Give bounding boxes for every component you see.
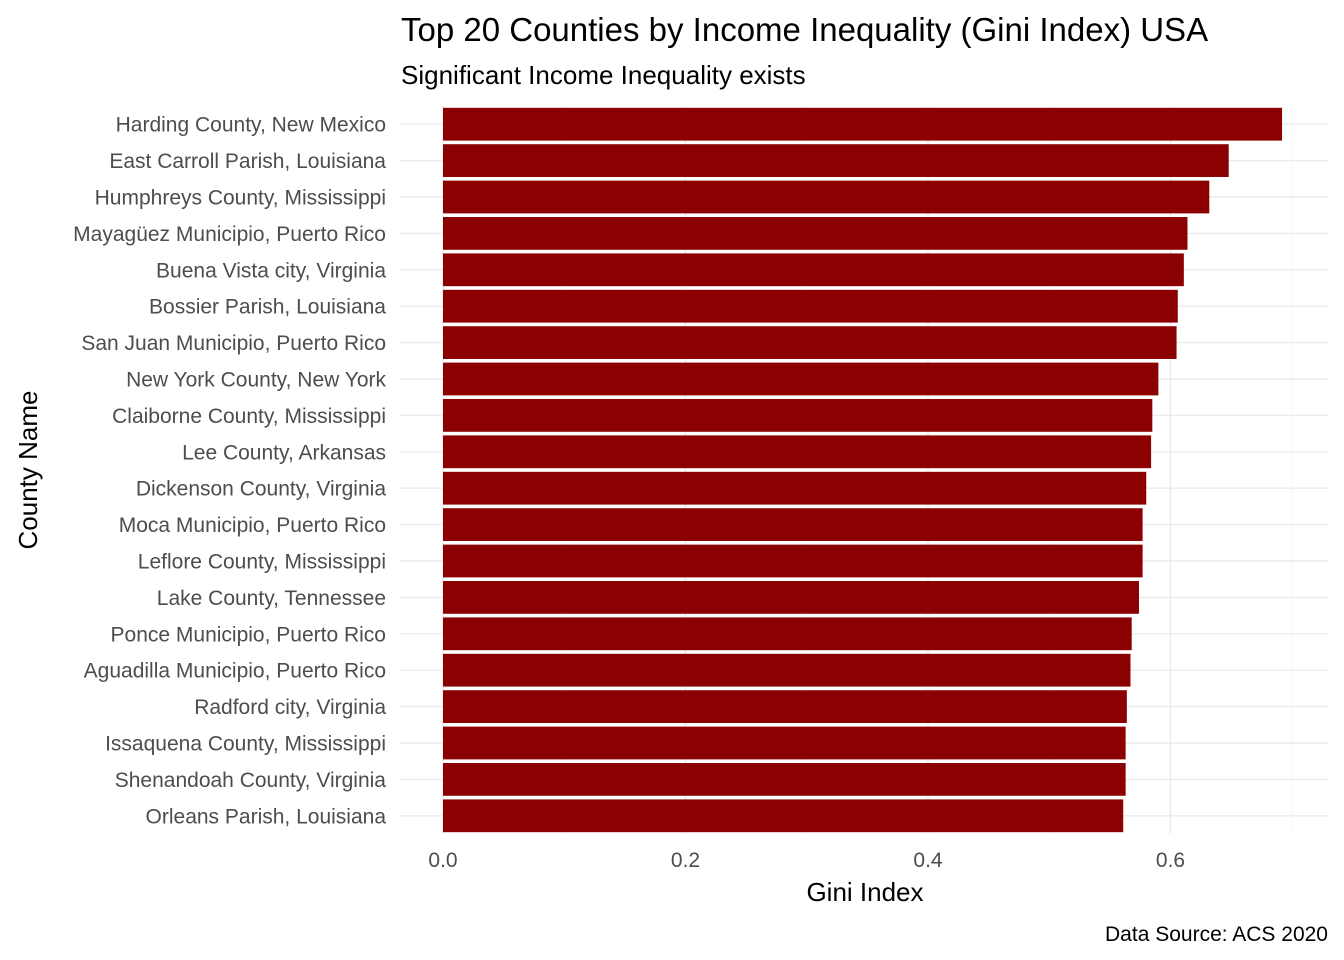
x-tick-label: 0.0	[428, 849, 457, 872]
y-tick-labels: Harding County, New Mexico East Carroll P…	[73, 114, 386, 829]
bar	[443, 617, 1132, 651]
bar	[443, 435, 1152, 469]
y-tick-label: Issaquena County, Mississippi	[105, 733, 386, 756]
bar	[443, 362, 1159, 396]
bar	[443, 763, 1126, 796]
bar	[443, 180, 1210, 214]
y-tick-label: Dickenson County, Virginia	[136, 478, 387, 501]
bar	[443, 544, 1143, 578]
bar	[443, 581, 1139, 614]
bar	[443, 508, 1143, 541]
y-tick-label: Lake County, Tennessee	[157, 587, 386, 610]
y-tick-label: Claiborne County, Mississippi	[112, 405, 386, 428]
y-tick-label: Harding County, New Mexico	[116, 114, 386, 137]
y-tick-label: East Carroll Parish, Louisiana	[109, 150, 386, 173]
bar	[443, 144, 1229, 177]
y-tick-label: Leflore County, Mississippi	[138, 551, 386, 574]
y-tick-label: Shenandoah County, Virginia	[115, 769, 387, 792]
bars	[443, 107, 1283, 833]
bar	[443, 690, 1127, 723]
x-axis-title: Gini Index	[806, 877, 923, 907]
bar	[443, 653, 1131, 687]
bar	[443, 326, 1177, 359]
bar	[443, 217, 1188, 250]
x-tick-label: 0.6	[1156, 849, 1185, 872]
chart-title: Top 20 Counties by Income Inequality (Gi…	[401, 11, 1208, 48]
x-tick-label: 0.2	[671, 849, 700, 872]
x-tick-labels: 0.0 0.2 0.4 0.6	[428, 849, 1185, 872]
y-tick-label: New York County, New York	[126, 369, 386, 392]
bar	[443, 726, 1126, 760]
y-tick-label: Lee County, Arkansas	[182, 441, 386, 464]
y-tick-label: Moca Municipio, Puerto Rico	[119, 514, 386, 537]
bar	[443, 289, 1178, 323]
chart-subtitle: Significant Income Inequality exists	[401, 60, 806, 90]
y-tick-label: Bossier Parish, Louisiana	[149, 296, 386, 319]
grid-lines	[400, 106, 1328, 834]
bar	[443, 107, 1283, 141]
x-tick-label: 0.4	[913, 849, 943, 872]
bar	[443, 253, 1184, 287]
bar	[443, 399, 1153, 432]
y-tick-label: Buena Vista city, Virginia	[156, 259, 386, 282]
y-axis-title: County Name	[13, 391, 43, 550]
y-tick-label: Orleans Parish, Louisiana	[146, 805, 387, 828]
bar	[443, 799, 1124, 833]
bar	[443, 471, 1147, 505]
data-source-caption: Data Source: ACS 2020	[1105, 923, 1328, 946]
y-tick-label: Radford city, Virginia	[194, 696, 386, 719]
y-tick-label: Aguadilla Municipio, Puerto Rico	[84, 660, 386, 683]
y-tick-label: San Juan Municipio, Puerto Rico	[81, 332, 386, 355]
y-tick-label: Mayagüez Municipio, Puerto Rico	[73, 223, 386, 246]
y-tick-label: Humphreys County, Mississippi	[95, 187, 386, 210]
y-tick-label: Ponce Municipio, Puerto Rico	[111, 623, 386, 646]
